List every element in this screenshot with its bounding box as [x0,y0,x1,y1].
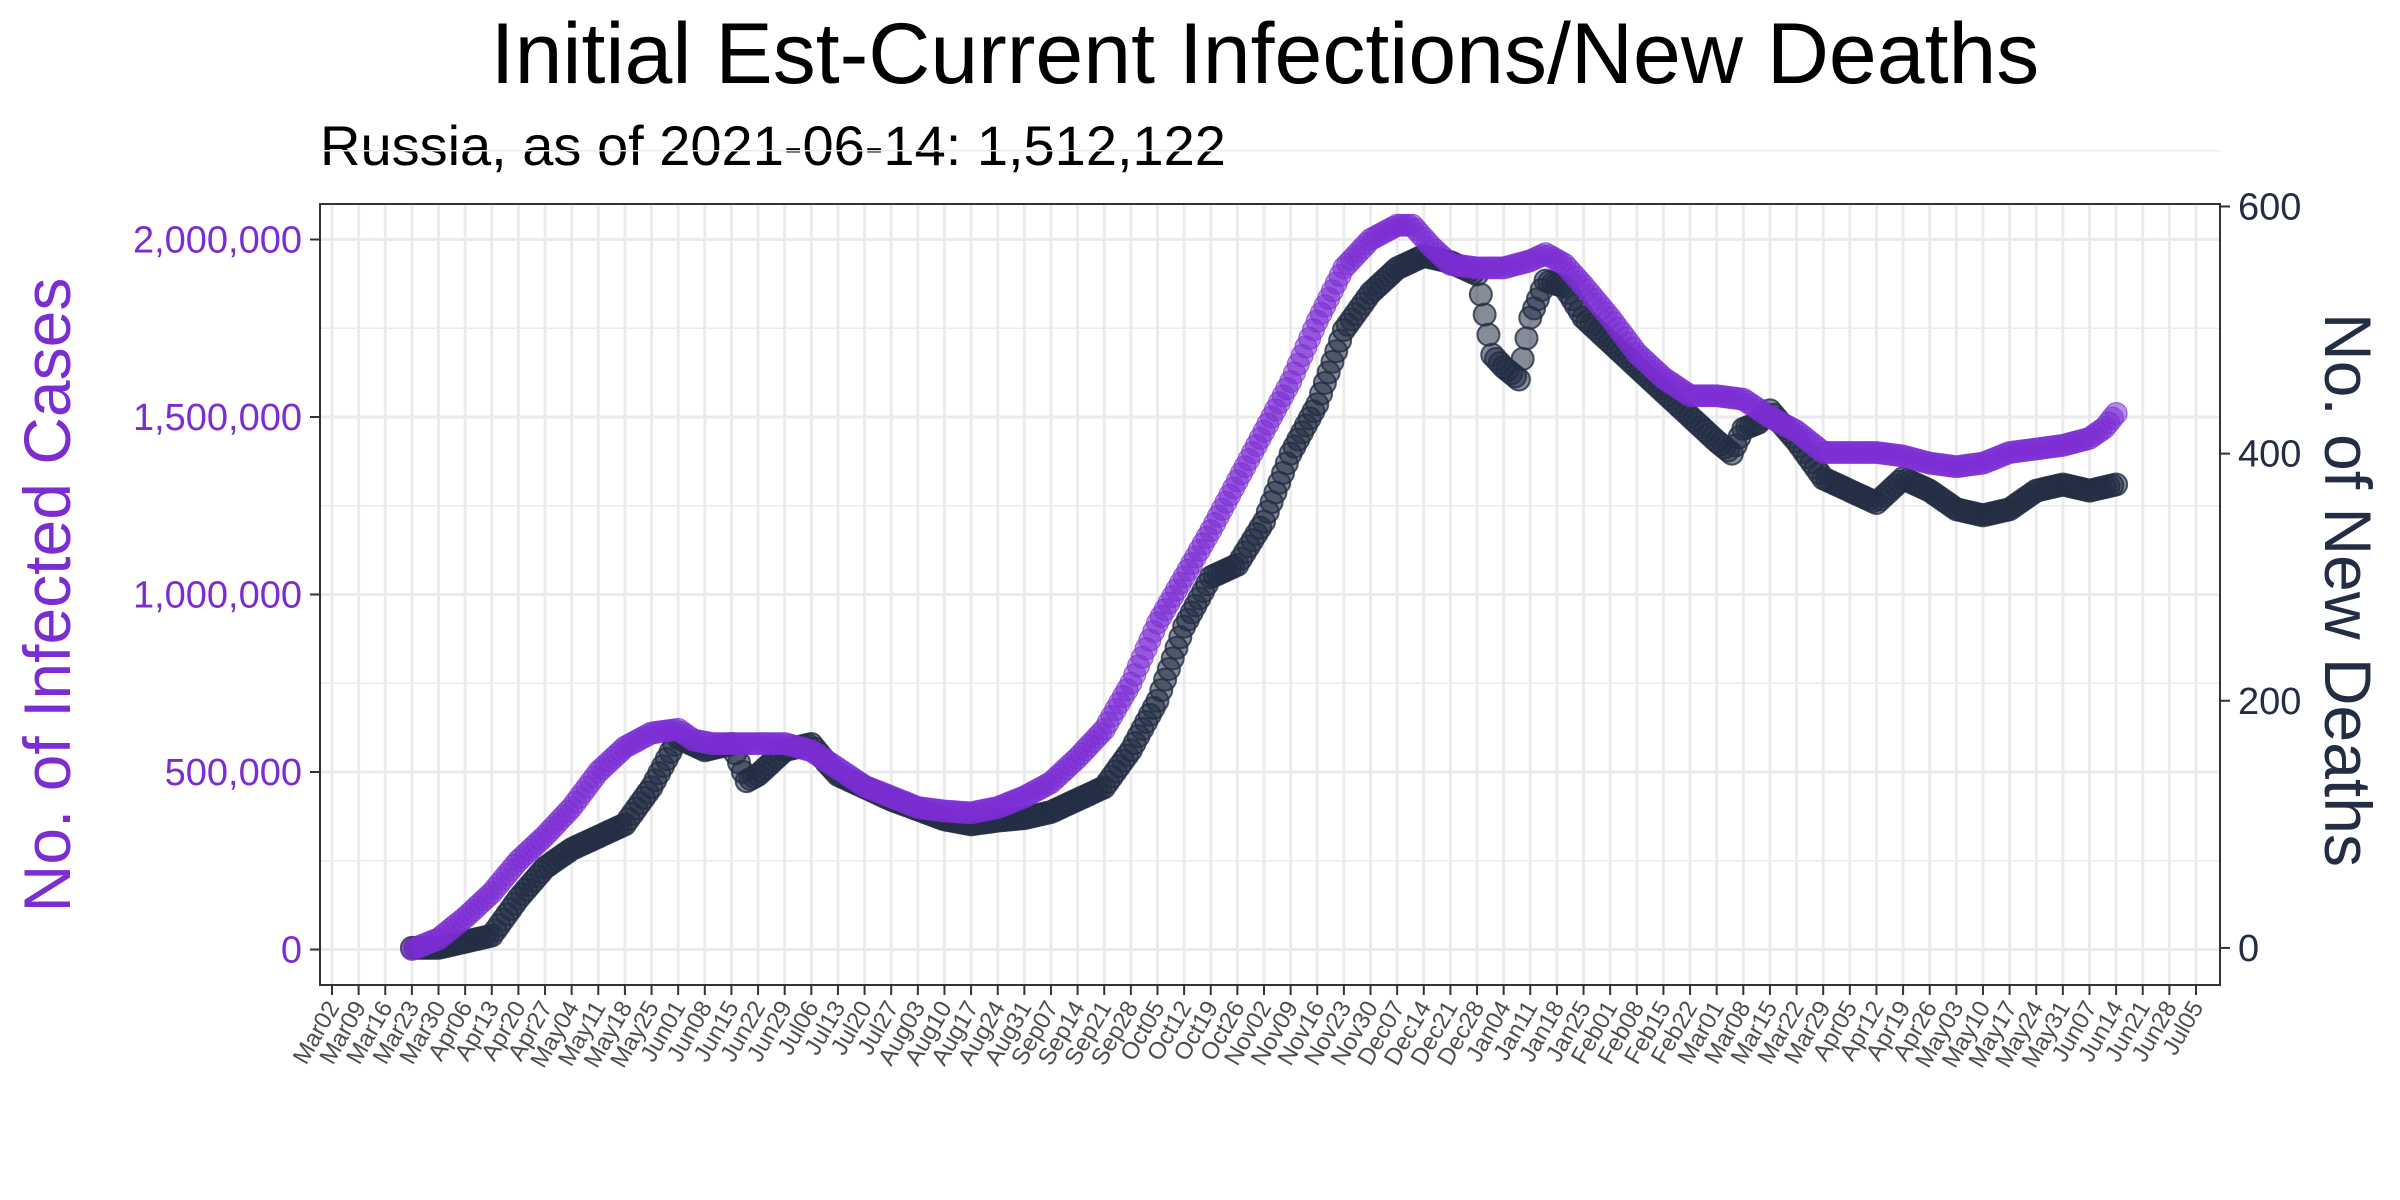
deaths-point [2104,472,2129,497]
deaths-point [1468,282,1493,307]
y-right-tick-label: 200 [2238,681,2301,723]
y-left-tick-label: 0 [281,930,302,972]
y-left-tick-label: 2,000,000 [133,220,302,262]
y-left-tick-label: 1,000,000 [133,575,302,617]
y-left-tick-label: 1,500,000 [133,397,302,439]
deaths-point [1506,367,1531,392]
y-axis-right-title: No. of New Deaths [2311,313,2385,867]
y-axis-left-title: No. of Infected Cases [10,278,84,913]
deaths-point [1472,302,1497,327]
grid-lines [320,150,2220,985]
deaths-point [1514,326,1539,351]
y-right-tick-label: 600 [2238,186,2301,228]
y-right-tick-label: 0 [2238,928,2259,970]
y-left-tick-label: 500,000 [165,752,302,794]
series-layer [399,213,2129,961]
deaths-point [1510,346,1535,371]
y-right-tick-label: 400 [2238,434,2301,476]
chart-title: Initial Est-Current Infections/New Death… [491,6,2040,102]
infections-point [2104,401,2128,425]
chart-subtitle: Russia, as of 2021-06-14: 1,512,122 [320,114,1226,177]
deaths-point [1476,322,1501,347]
axes: 0 500,000 1,000,000 1,500,000 2,000,000 0 200 4… [133,186,2301,1072]
